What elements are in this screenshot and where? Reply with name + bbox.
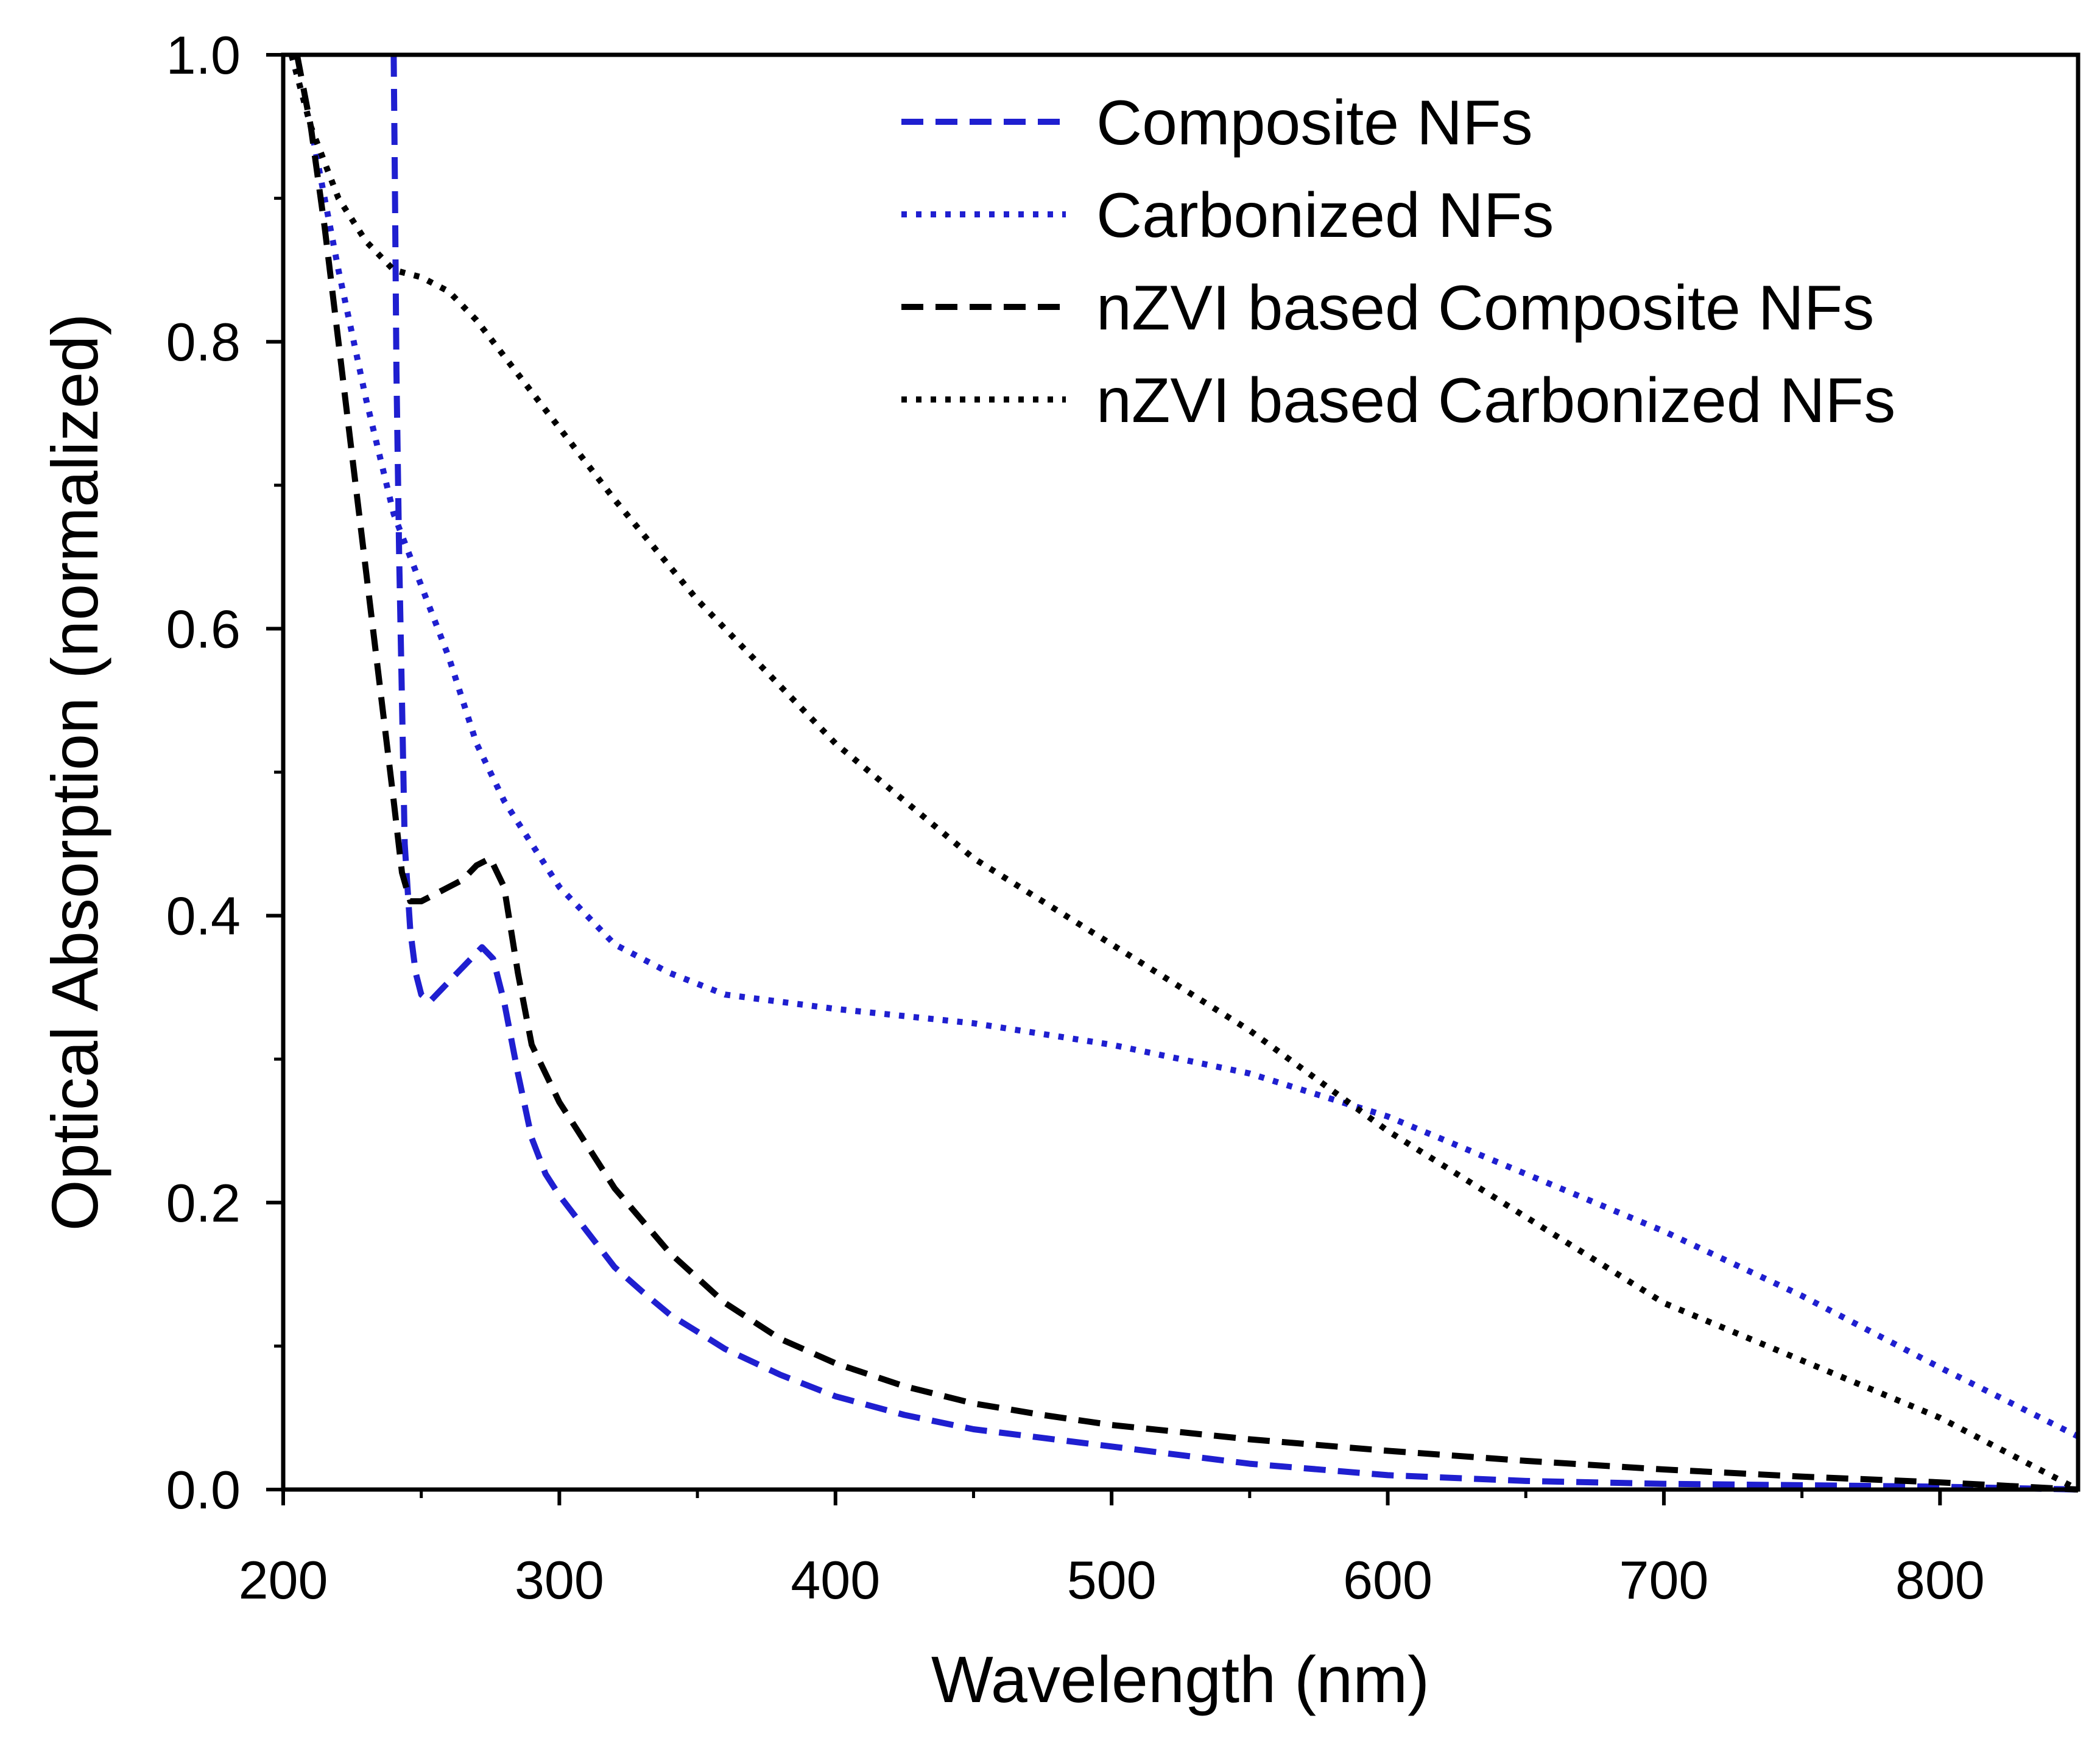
x-axis-ticks: 200 300 400 500 600 700 800 [239, 1490, 1985, 1610]
y-tick-label: 0.6 [166, 599, 241, 659]
legend: Composite NFs Carbonized NFs nZVI based Co… [901, 88, 1895, 436]
x-tick-label: 600 [1343, 1550, 1432, 1610]
series-line-1 [390, 54, 2079, 1493]
x-tick-label: 500 [1067, 1550, 1157, 1610]
x-axis-title: Wavelength (nm) [931, 1642, 1429, 1716]
legend-label-4: nZVI based Carbonized NFs [1096, 365, 1895, 436]
y-tick-label: 0.0 [166, 1460, 241, 1520]
series-line-2 [288, 54, 2080, 1440]
series-line-3 [294, 54, 2079, 1493]
x-tick-label: 400 [791, 1550, 880, 1610]
y-axis-title: Optical Absorption (normalized) [38, 314, 111, 1231]
y-tick-label: 0.2 [166, 1173, 241, 1233]
y-tick-label: 0.4 [166, 886, 241, 946]
y-axis-ticks: 0.0 0.2 0.4 0.6 0.8 1.0 [166, 25, 283, 1520]
series-layer [288, 54, 2080, 1493]
x-tick-label: 300 [515, 1550, 604, 1610]
x-tick-label: 800 [1895, 1550, 1985, 1610]
y-tick-label: 1.0 [166, 25, 241, 85]
series-line-4 [288, 54, 2080, 1493]
legend-label-1: Composite NFs [1096, 88, 1533, 158]
legend-label-3: nZVI based Composite NFs [1096, 273, 1874, 343]
legend-label-2: Carbonized NFs [1096, 180, 1554, 251]
x-tick-label: 200 [239, 1550, 328, 1610]
x-tick-label: 700 [1619, 1550, 1709, 1610]
y-tick-label: 0.8 [166, 312, 241, 372]
plot-frame [281, 52, 2081, 1492]
